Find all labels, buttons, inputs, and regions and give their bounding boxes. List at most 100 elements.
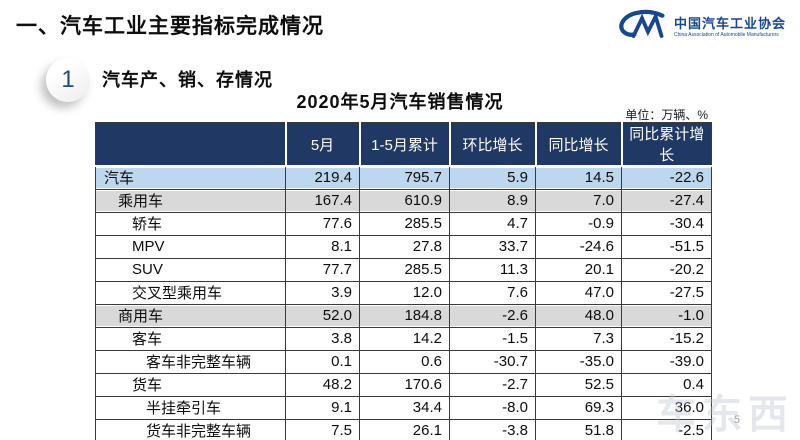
value-cell: 26.1 <box>359 418 450 440</box>
value-cell: 9.1 <box>285 395 360 419</box>
value-cell: 47.0 <box>535 280 622 304</box>
value-cell: 8.9 <box>449 188 536 212</box>
value-cell: 51.8 <box>535 418 622 440</box>
value-cell: -2.6 <box>449 303 536 327</box>
header-jan-may-cumulative: 1-5月累计 <box>358 122 450 167</box>
value-cell: -24.6 <box>535 234 622 258</box>
value-cell: -27.4 <box>621 188 712 212</box>
value-cell: -1.5 <box>449 326 536 350</box>
value-cell: 52.5 <box>535 372 622 396</box>
row-label-cell: 客车 <box>95 326 286 350</box>
value-cell: -35.0 <box>535 349 622 373</box>
table-row: SUV 77.7 285.5 11.3 20.1 -20.2 <box>95 257 712 281</box>
value-cell: -1.0 <box>621 303 712 327</box>
value-cell: 0.1 <box>285 349 360 373</box>
value-cell: -2.5 <box>621 418 712 440</box>
value-cell: -30.7 <box>449 349 536 373</box>
value-cell: -51.5 <box>621 234 712 258</box>
section-number: 1 <box>61 66 75 93</box>
value-cell: -30.4 <box>621 211 712 235</box>
value-cell: 69.3 <box>535 395 622 419</box>
value-cell: 8.1 <box>285 234 360 258</box>
logo-org-name: 中国汽车工业协会 <box>673 15 786 31</box>
row-label-cell: 客车非完整车辆 <box>95 349 286 373</box>
table-row: 半挂牵引车 9.1 34.4 -8.0 69.3 36.0 <box>95 395 712 419</box>
value-cell: 11.3 <box>449 257 536 281</box>
value-cell: -27.5 <box>621 280 712 304</box>
value-cell: 285.5 <box>359 211 450 235</box>
value-cell: 3.9 <box>285 280 360 304</box>
value-cell: 7.0 <box>535 188 622 212</box>
value-cell: 610.9 <box>359 188 450 212</box>
caam-logo-icon <box>619 9 665 38</box>
value-cell: 34.4 <box>359 395 450 419</box>
table-row: 货车非完整车辆 7.5 26.1 -3.8 51.8 -2.5 <box>95 418 712 440</box>
value-cell: 167.4 <box>285 188 360 212</box>
value-cell: 20.1 <box>535 257 622 281</box>
value-cell: 33.7 <box>449 234 536 258</box>
value-cell: 27.8 <box>359 234 450 258</box>
value-cell: -8.0 <box>449 395 536 419</box>
table-row: 商用车 52.0 184.8 -2.6 48.0 -1.0 <box>95 303 712 327</box>
table-row: 轿车 77.6 285.5 4.7 -0.9 -30.4 <box>95 211 712 235</box>
caam-logo: 中国汽车工业协会 China Association of Automobile… <box>616 8 786 42</box>
value-cell: 5.9 <box>449 165 536 189</box>
row-label-cell: 货车非完整车辆 <box>95 418 286 440</box>
value-cell: 7.3 <box>535 326 622 350</box>
value-cell: 77.7 <box>285 257 360 281</box>
value-cell: 48.2 <box>285 372 360 396</box>
value-cell: -2.7 <box>449 372 536 396</box>
section-number-badge: 1 <box>46 58 90 102</box>
value-cell: 0.4 <box>621 372 712 396</box>
page-title: 一、汽车工业主要指标完成情况 <box>16 15 324 38</box>
value-cell: -20.2 <box>621 257 712 281</box>
value-cell: 52.0 <box>285 303 360 327</box>
row-label-cell: 汽车 <box>95 165 286 189</box>
logo-org-subtitle: China Association of Automobile Manufact… <box>673 31 779 38</box>
row-label-cell: 轿车 <box>95 211 286 235</box>
table-title: 2020年5月汽车销售情况 <box>296 92 504 112</box>
unit-label: 单位：万辆、% <box>625 108 708 122</box>
value-cell: 4.7 <box>449 211 536 235</box>
table-row: 货车 48.2 170.6 -2.7 52.5 0.4 <box>95 372 712 396</box>
table-row: 汽车 219.4 795.7 5.9 14.5 -22.6 <box>95 165 712 189</box>
value-cell: 36.0 <box>621 395 712 419</box>
value-cell: 170.6 <box>359 372 450 396</box>
value-cell: 77.6 <box>285 211 360 235</box>
row-label-cell: 乘用车 <box>95 188 286 212</box>
value-cell: 0.6 <box>359 349 450 373</box>
value-cell: -3.8 <box>449 418 536 440</box>
value-cell: 14.5 <box>535 165 622 189</box>
section-title: 汽车产、销、存情况 <box>102 70 273 90</box>
value-cell: 12.0 <box>359 280 450 304</box>
row-label-cell: 货车 <box>95 372 286 396</box>
table-row: 交叉型乘用车 3.9 12.0 7.6 47.0 -27.5 <box>95 280 712 304</box>
value-cell: 7.5 <box>285 418 360 440</box>
row-label-cell: 交叉型乘用车 <box>95 280 286 304</box>
header-yoy-cumulative-growth: 同比累计增长 <box>620 122 712 167</box>
row-label-cell: 半挂牵引车 <box>95 395 286 419</box>
value-cell: 7.6 <box>449 280 536 304</box>
value-cell: -15.2 <box>621 326 712 350</box>
header-yoy-growth: 同比增长 <box>534 122 622 167</box>
value-cell: -0.9 <box>535 211 622 235</box>
value-cell: -39.0 <box>621 349 712 373</box>
header-may: 5月 <box>284 122 360 167</box>
row-label-cell: SUV <box>95 257 286 281</box>
value-cell: 3.8 <box>285 326 360 350</box>
value-cell: 285.5 <box>359 257 450 281</box>
header-category <box>95 122 286 167</box>
table-row: 客车 3.8 14.2 -1.5 7.3 -15.2 <box>95 326 712 350</box>
table-row: 客车非完整车辆 0.1 0.6 -30.7 -35.0 -39.0 <box>95 349 712 373</box>
table-header-row: 5月 1-5月累计 环比增长 同比增长 同比累计增长 <box>95 122 712 167</box>
row-label-cell: 商用车 <box>95 303 286 327</box>
sales-table: 5月 1-5月累计 环比增长 同比增长 同比累计增长 汽车 219.4 795.7 5… <box>95 122 712 440</box>
value-cell: 48.0 <box>535 303 622 327</box>
value-cell: 184.8 <box>359 303 450 327</box>
value-cell: 795.7 <box>359 165 450 189</box>
table-row: MPV 8.1 27.8 33.7 -24.6 -51.5 <box>95 234 712 258</box>
row-label-cell: MPV <box>95 234 286 258</box>
value-cell: -22.6 <box>621 165 712 189</box>
value-cell: 219.4 <box>285 165 360 189</box>
